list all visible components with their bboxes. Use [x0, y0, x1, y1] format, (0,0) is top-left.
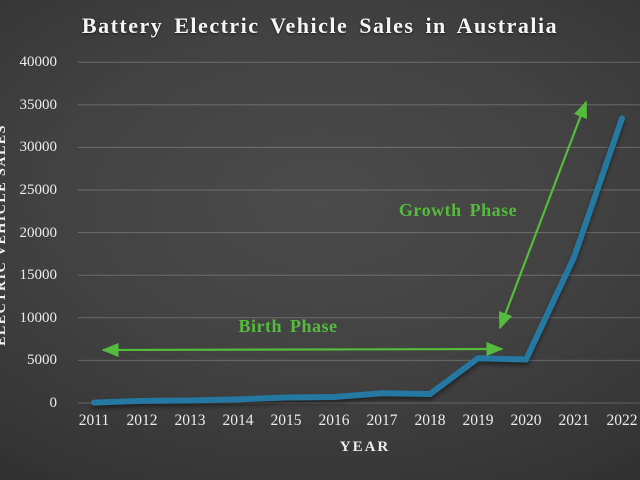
x-tick-label: 2020 — [510, 412, 542, 429]
x-tick-label: 2013 — [174, 412, 206, 429]
y-tick-label: 20000 — [19, 224, 58, 241]
sales-line — [91, 115, 625, 406]
y-tick-label: 5000 — [27, 352, 57, 369]
x-tick-label: 2011 — [78, 412, 110, 429]
birth-phase-arrow — [101, 342, 504, 357]
y-tick-label: 30000 — [19, 139, 58, 156]
y-tick-label: 25000 — [19, 182, 58, 198]
chart-title: Battery Electric Vehicle Sales in Austra… — [81, 13, 559, 38]
y-tick-label: 35000 — [19, 96, 58, 113]
x-tick-label: 2018 — [414, 412, 446, 429]
x-tick-label: 2022 — [606, 412, 638, 429]
x-tick-label: 2012 — [126, 412, 158, 429]
x-tick-label: 2014 — [222, 412, 254, 429]
growth-phase-arrow — [498, 100, 588, 330]
y-tick-label: 40000 — [19, 54, 58, 71]
y-tick-label: 15000 — [19, 267, 58, 284]
x-tick-label: 2021 — [558, 412, 590, 429]
gridlines — [78, 61, 640, 404]
x-tick-label: 2017 — [366, 412, 398, 429]
growth-phase-label: Growth Phase — [398, 200, 518, 220]
x-axis-title: YEAR — [339, 439, 391, 455]
x-tick-label: 2016 — [318, 412, 350, 429]
x-tick-label: 2015 — [270, 412, 302, 429]
y-tick-label: 0 — [49, 395, 58, 411]
y-tick-label: 10000 — [19, 309, 58, 326]
birth-phase-label: Birth Phase — [238, 316, 338, 336]
x-tick-label: 2019 — [462, 412, 494, 429]
